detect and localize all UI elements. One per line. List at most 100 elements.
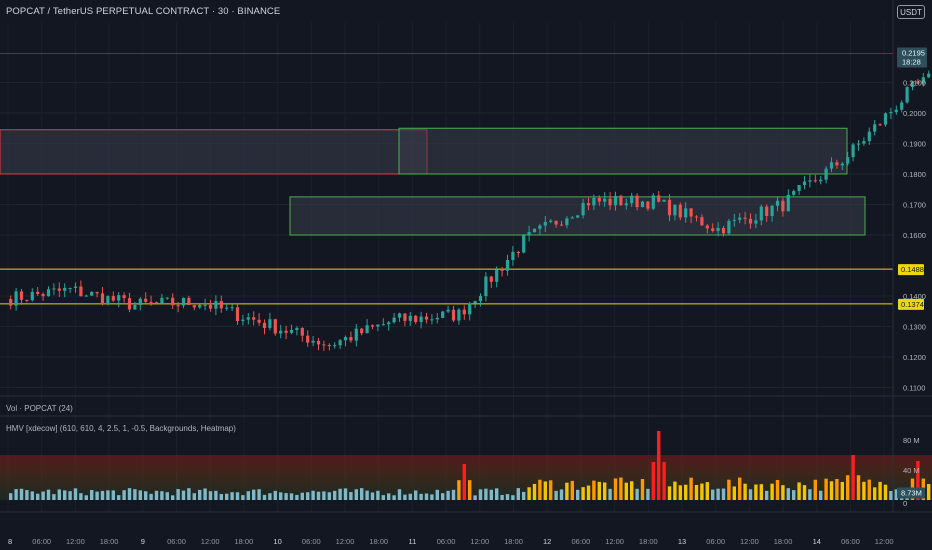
candle-body <box>505 260 510 271</box>
volume-bar <box>484 488 488 500</box>
candle-body <box>840 163 844 166</box>
candle-body <box>176 305 180 307</box>
candle-body <box>619 195 623 206</box>
volume-bar <box>759 484 763 500</box>
volume-bar <box>95 491 99 500</box>
candle-body <box>900 102 904 110</box>
volume-bar <box>527 487 531 500</box>
candle-body <box>554 220 558 225</box>
volume-bar <box>171 495 175 500</box>
candle-body <box>79 286 83 297</box>
time-tick-label: 8 <box>8 537 12 546</box>
candle-body <box>257 319 261 323</box>
zone-red-box[interactable] <box>0 129 428 175</box>
candle-body <box>252 317 256 320</box>
candle-body <box>835 162 839 166</box>
candle-body <box>592 197 596 206</box>
zone-green-upper-box[interactable] <box>398 127 848 175</box>
candle-body <box>484 276 488 297</box>
pane-dividers <box>0 0 932 513</box>
candle-body <box>311 340 315 343</box>
candle-body <box>90 291 94 296</box>
volume-bar <box>846 475 850 500</box>
volume-bar <box>154 490 159 500</box>
candle-body <box>246 317 250 320</box>
candle-body <box>316 340 321 345</box>
volume-bar <box>84 495 88 500</box>
candle-body <box>678 204 682 218</box>
volume-bar <box>451 489 456 500</box>
volume-bar <box>198 489 202 500</box>
candle-body <box>46 289 51 297</box>
candle-body <box>19 291 24 300</box>
time-axis[interactable]: 8 06:00 12:00 18:00 9 06:00 12:00 18:00 10 06:00 1… <box>8 537 894 546</box>
price-tick-label: 0.1100 <box>903 384 925 393</box>
volume-bar <box>322 491 326 500</box>
last-volume-badge <box>897 487 925 499</box>
volume-bar <box>559 489 564 500</box>
volume-bar <box>640 478 645 500</box>
volume-bar <box>835 478 839 500</box>
candle-body <box>765 206 769 217</box>
volume-bar <box>473 495 477 500</box>
candle-body <box>144 298 148 302</box>
volume-bar <box>127 488 132 500</box>
candle-body <box>133 304 137 310</box>
candle-body <box>192 305 196 308</box>
volume-bar <box>192 493 196 500</box>
candle-body <box>894 109 898 113</box>
volume-bar <box>662 462 666 500</box>
volume-axis[interactable]: 80 M 40 M 8.73M 0 <box>897 436 925 508</box>
volume-bar <box>457 480 461 500</box>
candles-layer <box>9 70 931 351</box>
volume-bar <box>181 490 186 500</box>
candle-body <box>549 220 553 222</box>
volume-bar <box>840 481 844 500</box>
time-tick-label: 12:00 <box>336 537 355 546</box>
volume-bar <box>624 482 628 500</box>
volume-bar <box>581 487 585 500</box>
time-tick-label: 18:00 <box>639 537 658 546</box>
candle-body <box>603 198 607 202</box>
candle-body <box>381 324 385 326</box>
volume-bar <box>489 489 493 500</box>
zones-layer <box>0 127 866 236</box>
candle-body <box>111 296 115 301</box>
candle-body <box>273 319 277 334</box>
volume-bar <box>46 489 51 500</box>
volume-bar <box>721 488 726 500</box>
candle-body <box>538 225 542 229</box>
volume-bar <box>333 490 337 500</box>
symbol-title[interactable]: POPCAT / TetherUS PERPETUAL CONTRACT · 3… <box>6 6 281 17</box>
volume-bar <box>862 481 866 500</box>
time-tick-label: 11 <box>409 537 417 546</box>
price-tick-label: 0.1600 <box>903 231 926 240</box>
hmv-indicator-legend[interactable]: HMV [xdecow] (610, 610, 4, 2.5, 1, -0.5,… <box>6 424 236 433</box>
candle-body <box>468 303 472 315</box>
volume-bar <box>495 488 499 500</box>
volume-bar <box>208 491 213 500</box>
horizontal-line-price-label: 0.1488 <box>901 265 924 274</box>
volume-indicator-legend[interactable]: Vol · POPCAT (24) <box>6 404 73 413</box>
volume-bar <box>851 455 855 500</box>
volume-bar <box>689 477 693 500</box>
volume-bar <box>387 493 391 500</box>
candle-body <box>36 291 40 294</box>
candle-body <box>181 297 186 306</box>
volume-bar <box>727 479 731 500</box>
volume-bar <box>252 489 256 500</box>
volume-bar <box>554 490 558 500</box>
candle-body <box>284 330 288 333</box>
candle-body <box>732 219 736 221</box>
candle-body <box>171 297 175 306</box>
volume-bar <box>694 484 699 500</box>
time-tick-label: 12:00 <box>605 537 624 546</box>
volume-bar <box>738 477 742 500</box>
candle-body <box>63 287 67 291</box>
candle-body <box>473 301 477 304</box>
price-axis[interactable]: 0.2100 0.2000 0.1900 0.1800 0.1700 0.1600 0.14… <box>897 47 927 393</box>
volume-bar <box>792 490 796 500</box>
currency-button[interactable]: USDT <box>897 5 925 19</box>
volume-bar <box>813 479 817 500</box>
